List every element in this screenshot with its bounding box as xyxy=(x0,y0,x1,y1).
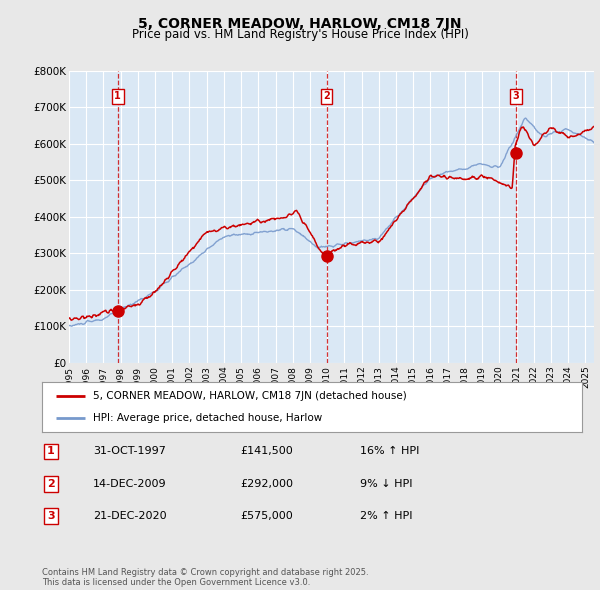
Text: 3: 3 xyxy=(512,91,520,101)
Text: 2% ↑ HPI: 2% ↑ HPI xyxy=(360,512,413,521)
Text: 5, CORNER MEADOW, HARLOW, CM18 7JN: 5, CORNER MEADOW, HARLOW, CM18 7JN xyxy=(138,17,462,31)
Text: 3: 3 xyxy=(47,512,55,521)
Text: 2: 2 xyxy=(47,479,55,489)
Text: 16% ↑ HPI: 16% ↑ HPI xyxy=(360,447,419,456)
Text: 14-DEC-2009: 14-DEC-2009 xyxy=(93,479,167,489)
Text: £292,000: £292,000 xyxy=(240,479,293,489)
Text: Price paid vs. HM Land Registry's House Price Index (HPI): Price paid vs. HM Land Registry's House … xyxy=(131,28,469,41)
Text: 31-OCT-1997: 31-OCT-1997 xyxy=(93,447,166,456)
Text: £141,500: £141,500 xyxy=(240,447,293,456)
Text: 1: 1 xyxy=(47,447,55,456)
Text: £575,000: £575,000 xyxy=(240,512,293,521)
Text: 1: 1 xyxy=(115,91,121,101)
Text: Contains HM Land Registry data © Crown copyright and database right 2025.
This d: Contains HM Land Registry data © Crown c… xyxy=(42,568,368,587)
Text: 5, CORNER MEADOW, HARLOW, CM18 7JN (detached house): 5, CORNER MEADOW, HARLOW, CM18 7JN (deta… xyxy=(94,391,407,401)
Text: HPI: Average price, detached house, Harlow: HPI: Average price, detached house, Harl… xyxy=(94,413,323,423)
Text: 21-DEC-2020: 21-DEC-2020 xyxy=(93,512,167,521)
Text: 9% ↓ HPI: 9% ↓ HPI xyxy=(360,479,413,489)
Text: 2: 2 xyxy=(323,91,330,101)
